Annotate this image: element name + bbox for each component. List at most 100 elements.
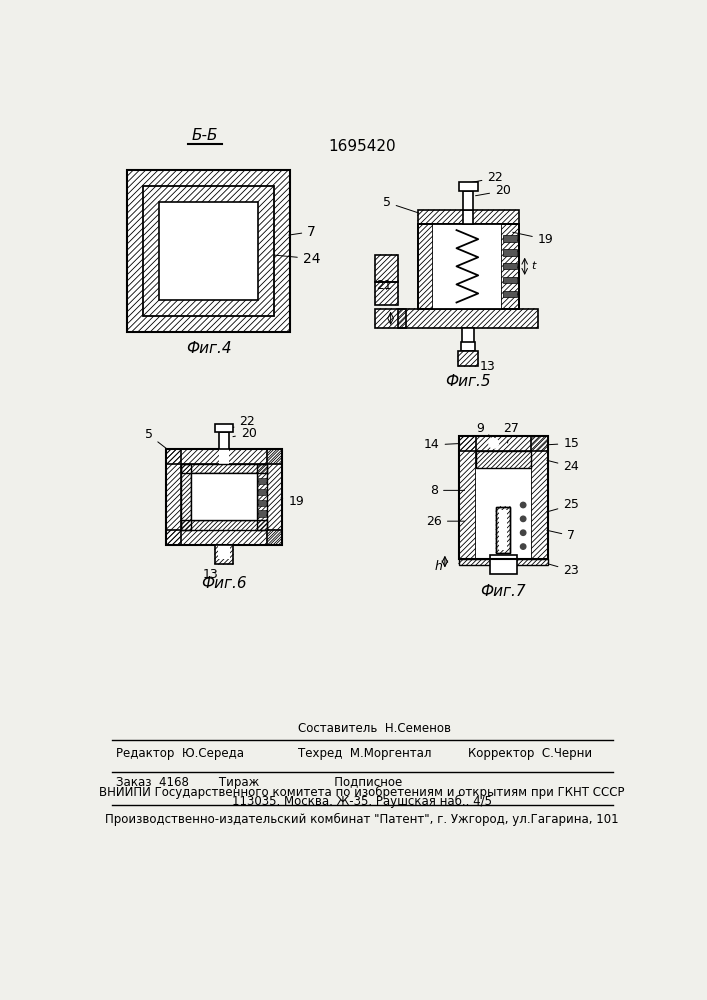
Bar (182, 464, 267, 473)
Bar (461, 342, 475, 351)
Bar (499, 510, 507, 550)
Text: Техред  М.Моргентал: Техред М.Моргентал (298, 747, 431, 760)
Bar (182, 464, 267, 473)
Bar (459, 436, 548, 451)
Bar (144, 186, 274, 316)
Bar (464, 210, 473, 224)
Bar (459, 436, 476, 559)
Bar (258, 489, 266, 495)
Bar (144, 186, 274, 316)
Bar (496, 507, 510, 553)
Bar (458, 351, 478, 366)
Text: 1695420: 1695420 (328, 139, 396, 154)
Bar (166, 449, 282, 545)
Circle shape (520, 516, 526, 522)
Bar (418, 210, 518, 224)
Bar (166, 449, 282, 464)
Bar (418, 224, 433, 309)
Bar (476, 451, 531, 559)
Bar (219, 432, 228, 449)
Bar (464, 191, 473, 210)
Text: 27: 27 (503, 422, 519, 443)
Text: 20: 20 (233, 427, 257, 440)
Text: h: h (435, 560, 443, 573)
Bar (496, 507, 510, 553)
Text: Заказ  4168        Тираж                    Подписное: Заказ 4168 Тираж Подписное (115, 776, 402, 789)
Text: 24: 24 (547, 460, 579, 473)
Bar (531, 436, 548, 559)
Bar (459, 182, 478, 191)
Bar (159, 202, 258, 300)
Bar (398, 309, 538, 328)
Bar (375, 309, 406, 328)
Bar (476, 451, 531, 468)
Bar (182, 520, 267, 530)
Bar (182, 464, 267, 530)
Bar (459, 436, 548, 559)
Bar (501, 224, 518, 309)
Text: 25: 25 (547, 498, 579, 512)
Bar (191, 473, 257, 520)
Bar (144, 186, 274, 316)
Text: 26: 26 (426, 515, 464, 528)
Bar (166, 530, 282, 545)
Bar (257, 464, 267, 530)
Bar (166, 449, 182, 545)
Bar (503, 277, 517, 283)
Bar (215, 545, 233, 564)
Bar (462, 328, 474, 343)
Bar (191, 473, 257, 520)
Bar (501, 224, 518, 309)
Text: 13: 13 (202, 561, 222, 581)
Bar (418, 224, 518, 309)
Bar (418, 210, 518, 224)
Bar (166, 530, 282, 545)
Bar (375, 309, 406, 328)
Text: Б-Б: Б-Б (192, 128, 218, 143)
Text: 8: 8 (430, 484, 464, 497)
Bar (476, 451, 531, 468)
Text: 5: 5 (145, 428, 168, 449)
Bar (375, 282, 398, 305)
Bar (215, 424, 233, 432)
Text: Фиг.5: Фиг.5 (445, 374, 491, 389)
Text: 19: 19 (513, 232, 554, 246)
Circle shape (489, 439, 498, 448)
Bar (503, 263, 517, 269)
Bar (503, 249, 517, 256)
Bar (218, 545, 230, 559)
Bar (257, 464, 267, 530)
Text: Фиг.4: Фиг.4 (186, 341, 231, 356)
Bar (398, 309, 538, 328)
Bar (127, 170, 290, 332)
Text: 7: 7 (547, 529, 575, 542)
Circle shape (520, 544, 526, 549)
Bar (166, 449, 182, 545)
Bar (166, 449, 282, 464)
Bar (459, 436, 476, 559)
Text: 15: 15 (547, 437, 579, 450)
Bar (215, 545, 233, 564)
Bar (219, 447, 228, 464)
Bar (182, 464, 191, 530)
Text: 14: 14 (423, 438, 460, 451)
Text: Составитель  Н.Семенов: Составитель Н.Семенов (298, 722, 450, 735)
Text: 24: 24 (274, 252, 320, 266)
Bar (182, 464, 191, 530)
Circle shape (520, 502, 526, 508)
Text: 22: 22 (471, 171, 503, 184)
Text: Производственно-издательский комбинат "Патент", г. Ужгород, ул.Гагарина, 101: Производственно-издательский комбинат "П… (105, 813, 619, 826)
Bar (159, 202, 258, 300)
Text: Корректор  С.Черни: Корректор С.Черни (468, 747, 592, 760)
Text: t: t (531, 261, 535, 271)
Circle shape (520, 530, 526, 535)
Bar (258, 510, 266, 517)
Bar (531, 436, 548, 559)
Bar (464, 209, 473, 224)
Bar (459, 436, 548, 451)
Bar (459, 559, 548, 565)
Text: 19: 19 (281, 495, 304, 508)
Text: 9: 9 (476, 422, 491, 437)
Bar (258, 478, 266, 484)
Text: Фиг.7: Фиг.7 (480, 584, 526, 599)
